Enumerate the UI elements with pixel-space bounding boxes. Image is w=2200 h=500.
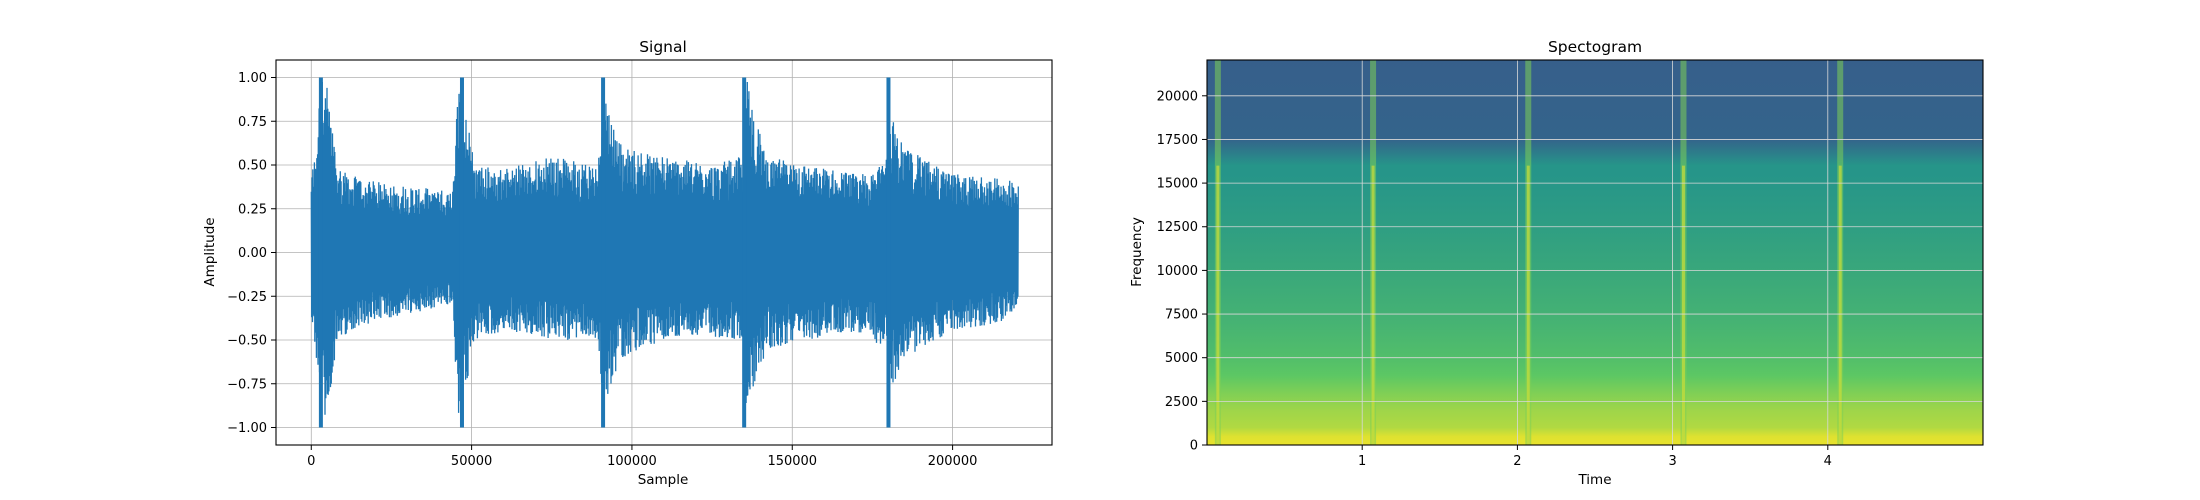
signal-y-axis-label: Amplitude: [202, 217, 218, 286]
spectrogram-y-tick-label: 17500: [1157, 133, 1198, 148]
spectrogram-x-tick-label: 1: [1358, 454, 1366, 469]
signal-y-ticks: −1.00 −0.75 −0.50 −0.25 0.00 0.25 0.50 0.75 1.00: [227, 71, 276, 436]
signal-x-tick-label: 100000: [607, 454, 657, 469]
signal-x-axis-label: Sample: [638, 472, 689, 488]
spectrogram-image: [1207, 60, 1983, 445]
spectrogram-onset-core: [1838, 165, 1842, 445]
signal-x-tick-label: 200000: [928, 454, 978, 469]
spectrogram-grid: [1207, 60, 1983, 446]
spectrogram-y-tick-label: 0: [1190, 439, 1198, 454]
signal-series-line: [310, 81, 1019, 415]
signal-x-tick-label: 0: [307, 454, 315, 469]
spectrogram-x-tick-label: 2: [1513, 454, 1521, 469]
signal-x-tick-label: 50000: [451, 454, 492, 469]
signal-y-tick-label: 0.75: [238, 115, 267, 130]
spectrogram-x-ticks: 1 2 3 4: [1358, 445, 1832, 469]
spectrogram-y-tick-label: 12500: [1157, 220, 1198, 235]
signal-title: Signal: [639, 38, 687, 56]
signal-chart: Signal 0 50000 100000 150000 200000 −1.00 −0.…: [202, 38, 1053, 488]
spectrogram-y-tick-label: 2500: [1165, 395, 1198, 410]
signal-y-tick-label: −0.50: [227, 334, 267, 349]
spectrogram-x-tick-label: 4: [1824, 454, 1832, 469]
spectrogram-y-ticks: 0 2500 5000 7500 10000 12500 15000 17500 20000: [1157, 89, 1207, 454]
signal-x-ticks: 0 50000 100000 150000 200000: [307, 445, 977, 469]
spectrogram-onset-core: [1216, 165, 1220, 445]
spectrogram-title: Spectogram: [1548, 38, 1642, 56]
signal-x-tick-label: 150000: [767, 454, 817, 469]
spectrogram-y-tick-label: 10000: [1157, 264, 1198, 279]
signal-y-tick-label: 0.50: [238, 159, 267, 174]
spectrogram-onset-core: [1526, 165, 1530, 445]
spectrogram-axes-frame: [1206, 59, 1984, 446]
spectrogram-y-tick-label: 7500: [1165, 308, 1198, 323]
signal-y-tick-label: 0.25: [238, 202, 267, 217]
spectrogram-chart: Spectogram 1 2 3 4 0 2500 5000 7500 10000 12500 1…: [1129, 38, 1984, 488]
spectrogram-y-tick-label: 15000: [1157, 177, 1198, 192]
signal-plot-area: [310, 77, 1019, 428]
spectrogram-onset-core: [1371, 165, 1375, 445]
spectrogram-y-axis-label: Frequency: [1129, 217, 1145, 287]
signal-y-tick-label: −1.00: [227, 421, 267, 436]
signal-y-tick-label: −0.75: [227, 377, 267, 392]
spectrogram-y-tick-label: 20000: [1157, 89, 1198, 104]
spectrogram-onsets: [1214, 60, 1844, 445]
spectrogram-x-axis-label: Time: [1577, 472, 1611, 488]
signal-y-tick-label: 0.00: [238, 246, 267, 261]
spectrogram-y-tick-label: 5000: [1165, 351, 1198, 366]
spectrogram-x-tick-label: 3: [1668, 454, 1676, 469]
signal-y-tick-label: −0.25: [227, 290, 267, 305]
signal-y-tick-label: 1.00: [238, 71, 267, 86]
spectrogram-onset-core: [1681, 165, 1685, 445]
